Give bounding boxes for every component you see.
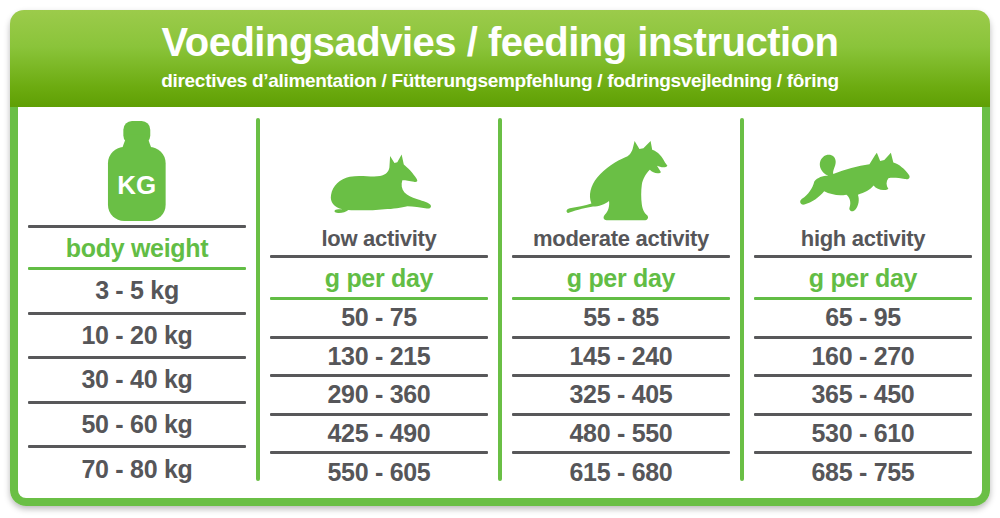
- table-cell: 290 - 360: [260, 377, 498, 413]
- column-body-weight: KG body weight3 - 5 kg10 - 20 kg30 - 40 k…: [18, 107, 256, 498]
- table-cell: 30 - 40 kg: [18, 359, 256, 401]
- activity-label: moderate activity: [502, 225, 740, 255]
- activity-label: high activity: [744, 225, 982, 255]
- table-cell: 65 - 95: [744, 300, 982, 336]
- table-cell: 550 - 605: [260, 454, 498, 490]
- table-cell: 615 - 680: [502, 454, 740, 490]
- table-cell: 50 - 60 kg: [18, 404, 256, 446]
- unit-label: body weight: [18, 228, 256, 267]
- table-cell: 10 - 20 kg: [18, 315, 256, 357]
- page-title: Voedingsadvies / feeding instruction: [10, 10, 990, 66]
- table-columns: KG body weight3 - 5 kg10 - 20 kg30 - 40 k…: [18, 107, 982, 498]
- table-cell: 160 - 270: [744, 339, 982, 375]
- feeding-table: KG body weight3 - 5 kg10 - 20 kg30 - 40 k…: [10, 107, 990, 506]
- column-high-activity: high activityg per day65 - 95160 - 27036…: [744, 107, 982, 498]
- unit-label: g per day: [744, 258, 982, 297]
- activity-label: low activity: [260, 225, 498, 255]
- table-cell: 130 - 215: [260, 339, 498, 375]
- lying-dog-icon: [260, 107, 498, 225]
- sitting-dog-icon: [502, 107, 740, 225]
- table-cell: 425 - 490: [260, 416, 498, 452]
- kg-weight-icon: KG: [18, 107, 256, 225]
- unit-label: g per day: [502, 258, 740, 297]
- kg-label: KG: [118, 171, 157, 199]
- unit-label: g per day: [260, 258, 498, 297]
- table-cell: 55 - 85: [502, 300, 740, 336]
- table-cell: 70 - 80 kg: [18, 448, 256, 490]
- feeding-instruction-card: Voedingsadvies / feeding instruction dir…: [10, 10, 990, 506]
- table-cell: 50 - 75: [260, 300, 498, 336]
- table-cell: 530 - 610: [744, 416, 982, 452]
- column-moderate-activity: moderate activityg per day55 - 85145 - 2…: [502, 107, 740, 498]
- table-cell: 325 - 405: [502, 377, 740, 413]
- table-cell: 685 - 755: [744, 454, 982, 490]
- column-low-activity: low activityg per day50 - 75130 - 215290…: [260, 107, 498, 498]
- table-cell: 3 - 5 kg: [18, 270, 256, 312]
- table-cell: 145 - 240: [502, 339, 740, 375]
- table-cell: 365 - 450: [744, 377, 982, 413]
- jumping-dog-icon: [744, 107, 982, 225]
- header-banner: Voedingsadvies / feeding instruction dir…: [10, 10, 990, 107]
- table-cell: 480 - 550: [502, 416, 740, 452]
- page-subtitle: directives d’alimentation / Fütterungsem…: [10, 69, 990, 93]
